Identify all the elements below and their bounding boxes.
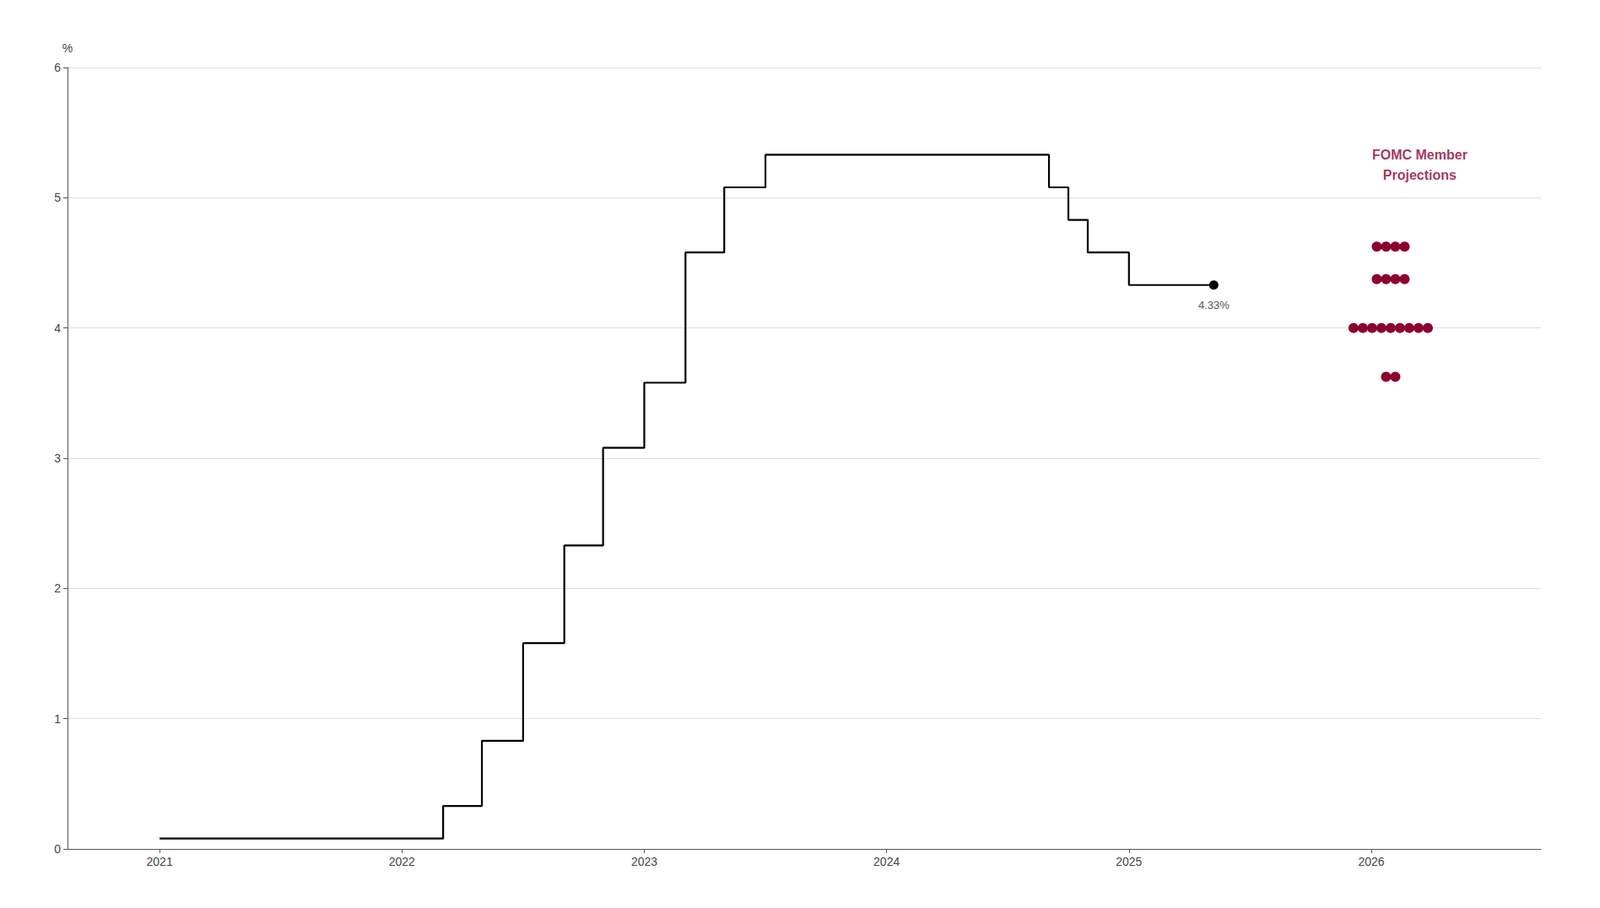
svg-text:5: 5 <box>54 190 61 205</box>
svg-text:0: 0 <box>54 842 61 856</box>
svg-text:1: 1 <box>54 712 61 726</box>
svg-text:2026: 2026 <box>1357 854 1384 869</box>
svg-text:%: % <box>62 41 73 55</box>
svg-text:2021: 2021 <box>146 854 173 869</box>
svg-text:4: 4 <box>54 321 61 336</box>
svg-text:4.33%: 4.33% <box>1198 298 1230 312</box>
svg-text:2: 2 <box>54 581 61 595</box>
svg-text:2025: 2025 <box>1115 854 1142 869</box>
svg-text:3: 3 <box>54 451 61 465</box>
svg-text:6: 6 <box>54 60 61 75</box>
svg-text:FOMC Member: FOMC Member <box>1372 147 1468 163</box>
svg-text:2024: 2024 <box>873 854 900 869</box>
svg-text:Projections: Projections <box>1383 167 1457 183</box>
svg-text:2023: 2023 <box>631 854 658 869</box>
svg-text:2022: 2022 <box>389 854 416 869</box>
